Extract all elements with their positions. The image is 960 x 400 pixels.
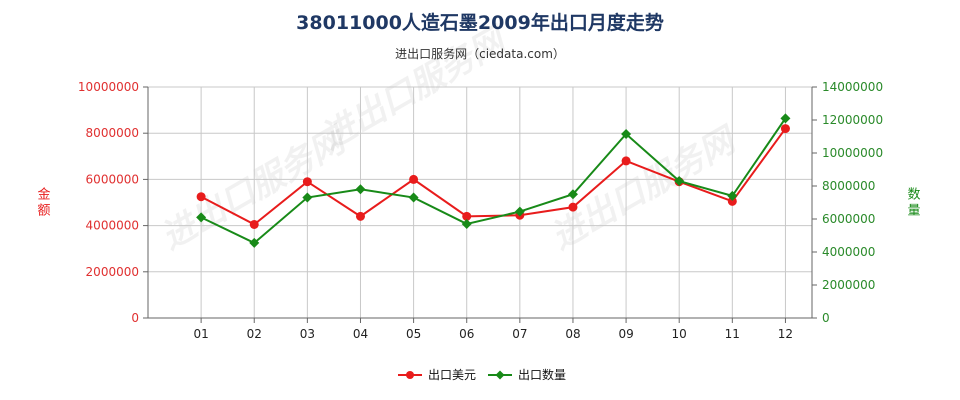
- data-point-qty: [408, 192, 419, 203]
- data-point-qty: [780, 113, 791, 124]
- y-right-tick-label: 0: [822, 311, 830, 325]
- data-point-qty: [302, 192, 313, 203]
- x-tick-label: 04: [353, 327, 368, 341]
- data-point-usd: [409, 174, 419, 184]
- data-point-qty: [355, 184, 366, 195]
- data-point-usd: [462, 211, 472, 221]
- legend: 出口美元 出口数量: [398, 367, 566, 382]
- data-point-qty: [621, 129, 632, 140]
- x-tick-label: 02: [247, 327, 262, 341]
- data-point-usd: [196, 192, 206, 202]
- y-left-tick-label: 8000000: [86, 126, 139, 140]
- y-left-tick-label: 10000000: [78, 80, 139, 94]
- x-tick-label: 03: [300, 327, 315, 341]
- y-right-tick-label: 12000000: [822, 113, 883, 127]
- legend-marker: [406, 371, 414, 379]
- x-tick-label: 07: [512, 327, 527, 341]
- x-tick-label: 06: [459, 327, 474, 341]
- y-left-tick-label: 6000000: [86, 172, 139, 186]
- x-tick-label: 08: [565, 327, 580, 341]
- watermark-text: 进出口服务网: [315, 19, 516, 158]
- y-right-tick-label: 2000000: [822, 278, 875, 292]
- x-tick-label: 05: [406, 327, 421, 341]
- data-point-qty: [727, 190, 738, 201]
- y-left-tick-label: 4000000: [86, 219, 139, 233]
- data-point-qty: [196, 212, 207, 223]
- x-tick-label: 10: [672, 327, 687, 341]
- y-left-tick-label: 0: [131, 311, 139, 325]
- legend-item-qty: 出口数量: [488, 367, 566, 382]
- watermark-text: 进出口服务网: [545, 119, 746, 258]
- data-point-qty: [249, 237, 260, 248]
- x-tick-label: 09: [618, 327, 633, 341]
- y-right-tick-label: 4000000: [822, 245, 875, 259]
- data-point-usd: [355, 211, 365, 221]
- x-tick-label: 01: [193, 327, 208, 341]
- y-axis-left-title: 金额: [37, 187, 50, 219]
- data-point-qty: [514, 206, 525, 217]
- legend-item-usd: 出口美元: [398, 368, 476, 382]
- chart-title: 38011000人造石墨2009年出口月度走势: [296, 12, 664, 34]
- legend-label: 出口数量: [518, 367, 566, 382]
- y-right-tick-label: 14000000: [822, 80, 883, 94]
- y-left-tick-label: 2000000: [86, 265, 139, 279]
- legend-marker: [495, 370, 505, 380]
- series-layer: [196, 113, 791, 248]
- series-line-usd: [200, 127, 787, 226]
- data-point-usd: [621, 156, 631, 166]
- chart-subtitle: 进出口服务网（ciedata.com）: [395, 47, 565, 61]
- data-point-qty: [674, 176, 685, 187]
- data-point-usd: [568, 202, 578, 212]
- y-right-tick-label: 10000000: [822, 146, 883, 160]
- data-point-qty: [461, 218, 472, 229]
- x-tick-label: 11: [725, 327, 740, 341]
- y-right-tick-label: 8000000: [822, 179, 875, 193]
- data-point-usd: [727, 196, 737, 206]
- axes: 0200000040000006000000800000010000000020…: [78, 80, 883, 341]
- y-right-tick-label: 6000000: [822, 212, 875, 226]
- data-point-usd: [780, 124, 790, 134]
- series-line-qty: [200, 117, 787, 245]
- data-point-usd: [249, 219, 259, 229]
- x-tick-label: 12: [778, 327, 793, 341]
- y-axis-right-title: 数量: [907, 188, 920, 219]
- data-point-qty: [567, 189, 578, 200]
- data-point-usd: [302, 177, 312, 187]
- legend-label: 出口美元: [428, 368, 476, 382]
